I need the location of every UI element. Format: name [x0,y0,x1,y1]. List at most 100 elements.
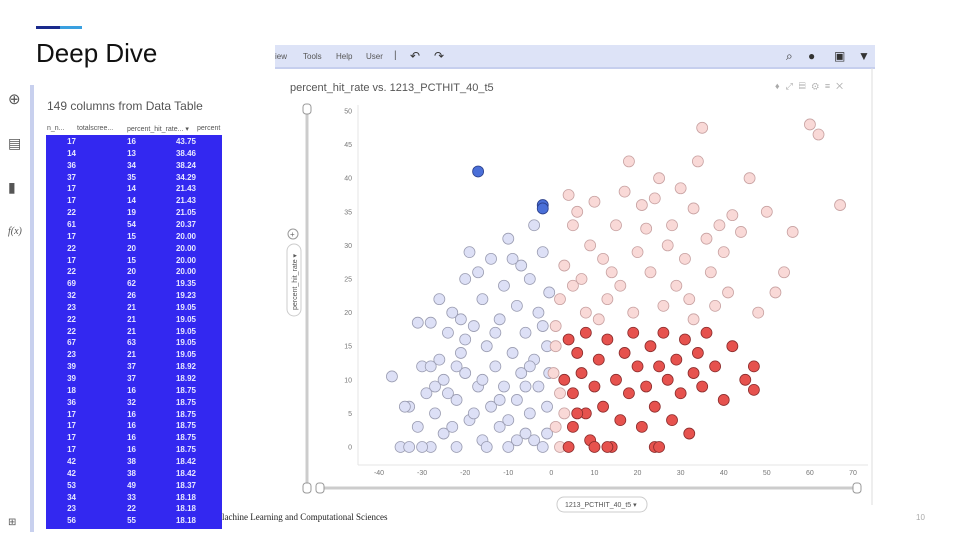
scatter-point-blue[interactable] [506,347,519,359]
scatter-point-blue[interactable] [424,360,437,373]
scatter-point-red[interactable] [567,420,579,433]
scatter-point-red[interactable] [687,367,700,379]
bookmark-icon[interactable]: ▣ [834,49,846,63]
scatter-point-red[interactable] [679,333,691,346]
scatter-point-blue[interactable] [523,360,536,373]
redo-icon[interactable]: ↷ [434,49,445,63]
scatter-point-blue[interactable] [480,441,493,453]
scatter-point-pink[interactable] [549,420,562,433]
scatter-point-blue[interactable] [519,427,532,440]
scatter-point-blue[interactable] [498,380,510,393]
column-header[interactable]: totalscree... [77,125,114,132]
scatter-point-blue[interactable] [502,232,515,245]
comment-icon[interactable]: ● [808,49,816,63]
scatter-point-blue[interactable] [489,326,502,339]
table-row[interactable]: 39 37 18.92 [46,362,222,374]
scatter-point-selected[interactable] [536,202,549,215]
scatter-point-blue[interactable] [485,400,497,413]
panel-divider[interactable] [30,85,34,532]
scatter-point-blue[interactable] [467,407,480,420]
scatter-point-red[interactable] [592,353,605,366]
scatter-point-pink[interactable] [547,367,560,379]
scatter-point-pink[interactable] [661,239,674,252]
scatter-point-pink[interactable] [743,172,756,185]
scatter-point-blue[interactable] [536,320,549,332]
scatter-point-blue[interactable] [429,407,441,420]
scatter-point-pink[interactable] [700,232,713,245]
scatter-point-blue[interactable] [480,340,493,353]
scatter-point-red[interactable] [575,367,588,379]
scatter-point-pink[interactable] [618,185,631,198]
scatter-point-red[interactable] [683,427,696,440]
scatter-point-blue[interactable] [536,441,549,453]
scatter-point-red[interactable] [640,380,653,393]
x-slider-handle-right[interactable] [852,482,862,494]
scatter-point-pink[interactable] [584,239,597,252]
scatter-point-blue[interactable] [506,252,519,265]
scatter-point-blue[interactable] [528,434,541,447]
table-row[interactable]: 22 21 19.05 [46,327,222,339]
scatter-point-red[interactable] [614,414,627,427]
scatter-point-selected[interactable] [472,165,485,178]
scatter-point-blue[interactable] [442,387,454,400]
scatter-point-pink[interactable] [683,293,696,306]
scatter-point-red[interactable] [571,407,584,420]
table-row[interactable]: 67 63 19.05 [46,338,222,350]
table-row[interactable]: 17 15 20.00 [46,232,222,244]
scatter-point-blue[interactable] [493,420,506,433]
scatter-point-pink[interactable] [717,246,730,259]
scatter-point-pink[interactable] [691,155,704,168]
table-row[interactable]: 17 15 20.00 [46,256,222,268]
search-icon[interactable]: ⌕ [786,49,793,63]
table-row[interactable]: 17 16 18.75 [46,421,222,433]
scatter-point-blue[interactable] [459,367,472,379]
scatter-point-red[interactable] [562,441,575,453]
add-icon[interactable]: ⊕ [8,91,21,108]
table-body[interactable]: 17 16 43.75 14 13 38.46 36 34 38.24 37 35 34.29 17 14… [46,135,222,529]
scatter-point-blue[interactable] [523,407,536,420]
scatter-point-red[interactable] [674,387,687,400]
scatter-point-blue[interactable] [459,273,472,285]
scatter-point-blue[interactable] [467,320,480,332]
y-slider-handle-top[interactable] [302,103,312,115]
scatter-point-blue[interactable] [411,420,424,433]
scatter-point-pink[interactable] [567,279,579,292]
scatter-point-pink[interactable] [670,279,683,292]
scatter-point-pink[interactable] [554,293,566,306]
scatter-point-blue[interactable] [541,400,553,413]
scatter-point-blue[interactable] [523,273,536,285]
scatter-point-blue[interactable] [502,441,515,453]
table-row[interactable]: 18 16 18.75 [46,386,222,398]
y-axis-selector[interactable]: percent_hit_rate ▾ [286,243,302,317]
visualization-controls[interactable]: ♦⤢▤⚙≡✕ [775,81,850,91]
table-row[interactable]: 32 26 19.23 [46,291,222,303]
scatter-point-blue[interactable] [489,360,502,373]
table-row[interactable]: 36 34 38.24 [46,161,222,173]
scatter-point-red[interactable] [747,360,760,373]
scatter-point-red[interactable] [653,360,665,373]
scatter-point-pink[interactable] [704,266,717,279]
scatter-point-pink[interactable] [666,219,678,232]
table-row[interactable]: 42 38 18.42 [46,457,222,469]
scatter-point-blue[interactable] [476,373,489,386]
scatter-point-pink[interactable] [610,219,622,232]
scatter-point-red[interactable] [709,360,722,373]
scatter-point-red[interactable] [747,383,760,396]
scatter-point-red[interactable] [631,360,644,373]
scatter-point-blue[interactable] [515,367,528,379]
scatter-point-pink[interactable] [709,299,722,312]
undo-icon[interactable]: ↶ [410,49,421,63]
column-header[interactable]: percent_hit_rate... ▾ [127,126,189,133]
scatter-point-pink[interactable] [804,118,816,131]
x-slider-handle-left[interactable] [315,482,325,494]
scatter-point-red[interactable] [627,326,640,339]
scatter-point-blue[interactable] [510,299,523,312]
table-row[interactable]: 22 19 21.05 [46,208,222,220]
scatter-point-blue[interactable] [454,313,467,326]
table-row[interactable]: 17 16 18.75 [46,410,222,422]
scatter-point-red[interactable] [657,326,670,339]
table-row[interactable]: 22 20 20.00 [46,244,222,256]
table-row[interactable]: 39 37 18.92 [46,374,222,386]
scatter-point-pink[interactable] [631,246,644,259]
x-axis-selector[interactable]: 1213_PCTHIT_40_t5 ▾ [556,496,648,513]
